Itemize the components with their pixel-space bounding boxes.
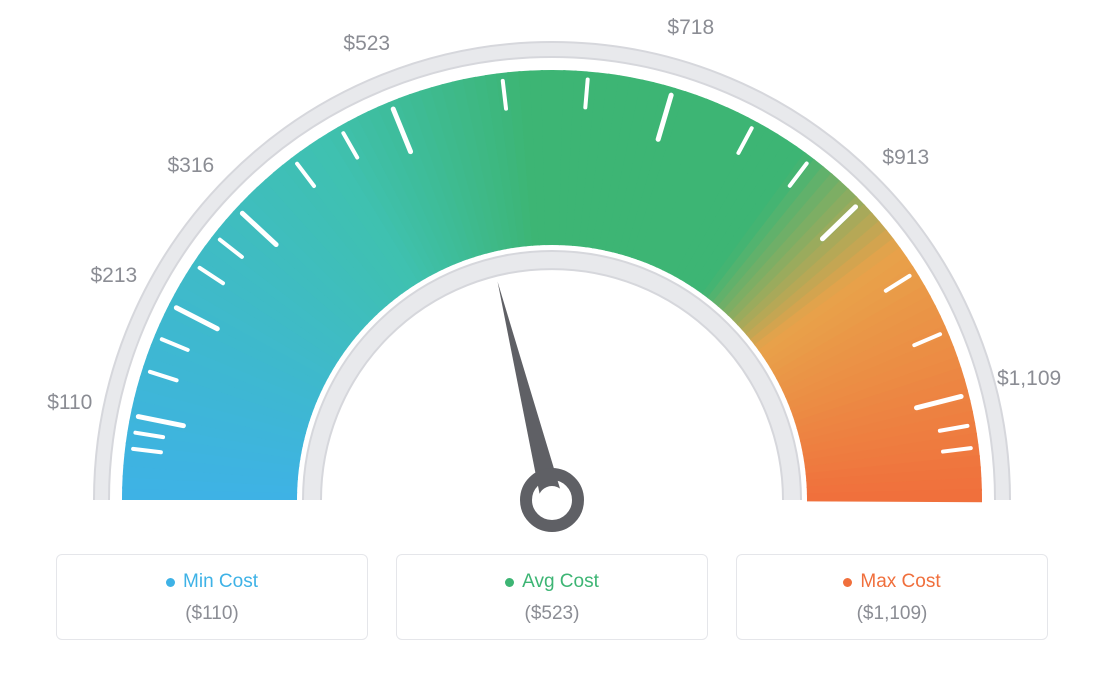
gauge-tick-label: $110 [47,391,92,415]
legend-card-avg: Avg Cost ($523) [396,554,708,640]
gauge-tick-label: $913 [882,146,929,170]
legend-title-min: Min Cost [166,571,258,593]
legend-card-min: Min Cost ($110) [56,554,368,640]
legend-label: Max Cost [860,571,940,593]
legend-row: Min Cost ($110) Avg Cost ($523) Max Cost… [0,554,1104,640]
legend-value-min: ($110) [57,603,367,625]
gauge-tick-label: $1,109 [997,367,1061,391]
gauge-svg [0,0,1104,560]
gauge-tick-label: $316 [168,154,215,178]
legend-title-max: Max Cost [843,571,940,593]
legend-label: Avg Cost [522,571,599,593]
legend-value-avg: ($523) [397,603,707,625]
gauge-chart: $110 $213 $316 $523 $718 $913 $1,109 [0,0,1104,560]
legend-title-avg: Avg Cost [505,571,599,593]
dot-icon [505,578,514,587]
gauge-tick-label: $213 [91,264,138,288]
legend-card-max: Max Cost ($1,109) [736,554,1048,640]
dot-icon [166,578,175,587]
legend-value-max: ($1,109) [737,603,1047,625]
dot-icon [843,578,852,587]
gauge-tick-label: $523 [343,32,390,56]
gauge-tick-label: $718 [667,16,714,40]
legend-label: Min Cost [183,571,258,593]
